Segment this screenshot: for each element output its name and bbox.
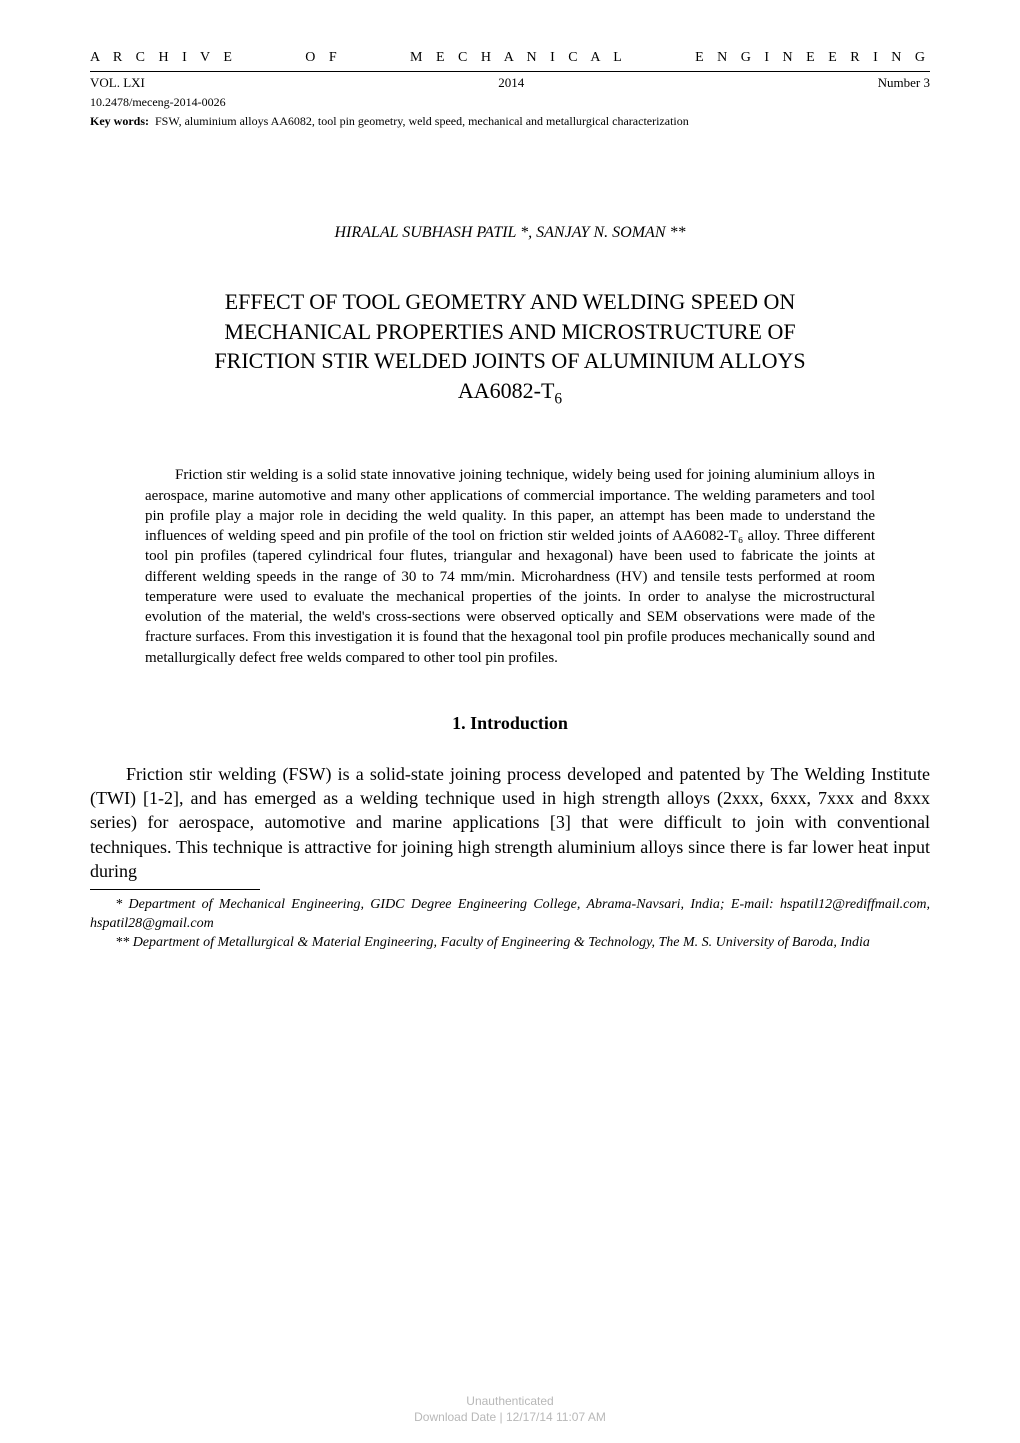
header-center2: M E C H A N I C A L	[410, 50, 627, 66]
abstract: Friction stir welding is a solid state i…	[90, 465, 930, 668]
header-center: O F	[305, 50, 341, 66]
watermark: Unauthenticated Download Date | 12/17/14…	[0, 1393, 1020, 1425]
title-sub: 6	[554, 390, 562, 407]
keywords-row: Key words: FSW, aluminium alloys AA6082,…	[90, 114, 930, 129]
title-line-2: MECHANICAL PROPERTIES AND MICROSTRUCTURE…	[224, 319, 795, 344]
authors: HIRALAL SUBHASH PATIL *, SANJAY N. SOMAN…	[90, 224, 930, 242]
keywords-text: FSW, aluminium alloys AA6082, tool pin g…	[155, 114, 689, 129]
header-divider	[90, 71, 930, 72]
header-right: E N G I N E E R I N G	[695, 50, 930, 66]
header-left: A R C H I V E	[90, 50, 237, 66]
footnote-1: * Department of Mechanical Engineering, …	[90, 896, 930, 934]
journal-subheader: VOL. LXI 2014 Number 3	[90, 75, 930, 91]
section-heading-introduction: 1. Introduction	[90, 713, 930, 734]
volume: VOL. LXI	[90, 75, 145, 91]
issue-number: Number 3	[878, 75, 930, 91]
footnote-divider	[90, 889, 260, 890]
title-line-1: EFFECT OF TOOL GEOMETRY AND WELDING SPEE…	[225, 289, 796, 314]
watermark-line-2: Download Date | 12/17/14 11:07 AM	[0, 1409, 1020, 1425]
keywords-label: Key words:	[90, 114, 149, 129]
paper-title: EFFECT OF TOOL GEOMETRY AND WELDING SPEE…	[90, 287, 930, 410]
title-line-3: FRICTION STIR WELDED JOINTS OF ALUMINIUM…	[214, 348, 805, 373]
title-line-4: AA6082-T	[458, 378, 555, 403]
doi: 10.2478/meceng-2014-0026	[90, 95, 930, 110]
body-paragraph: Friction stir welding (FSW) is a solid-s…	[90, 762, 930, 883]
journal-header: A R C H I V E O F M E C H A N I C A L E …	[90, 50, 930, 66]
year: 2014	[498, 75, 524, 91]
watermark-line-1: Unauthenticated	[0, 1393, 1020, 1409]
footnote-2: ** Department of Metallurgical & Materia…	[90, 934, 930, 953]
